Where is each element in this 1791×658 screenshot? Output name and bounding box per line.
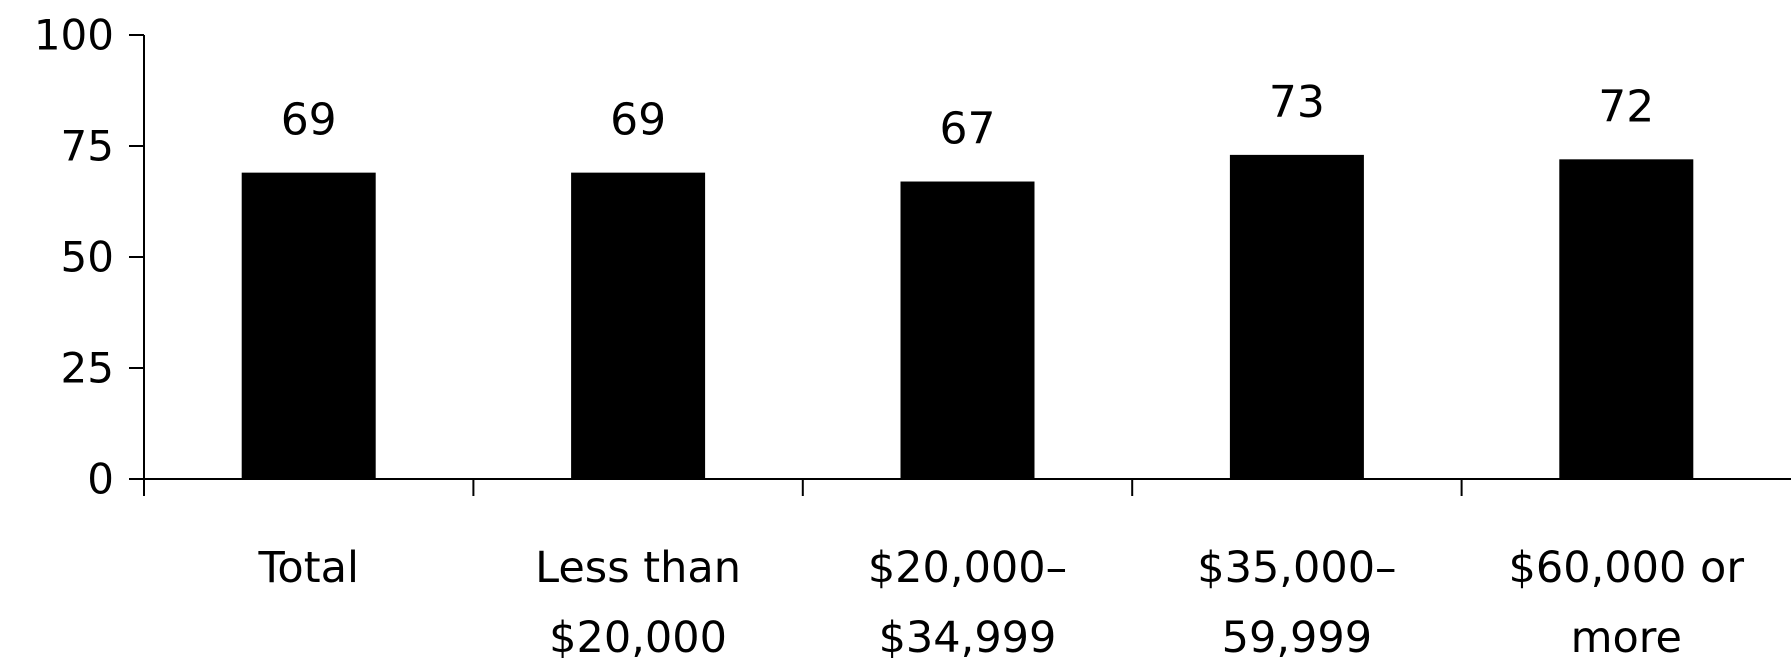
bar (900, 181, 1035, 479)
data-labels: 69 69 67 73 72 (281, 77, 1655, 155)
category-label-line: $60,000 or (1509, 543, 1745, 593)
data-label: 73 (1269, 77, 1325, 128)
category-label-line: $35,000– (1197, 543, 1396, 593)
bars (241, 154, 1694, 479)
category-label-line: more (1571, 613, 1682, 658)
y-tick-label: 75 (61, 122, 114, 171)
category-label: Total (257, 543, 358, 593)
y-tick-label: 50 (61, 233, 114, 282)
data-label: 69 (281, 95, 337, 146)
data-label: 69 (610, 95, 666, 146)
category-label: Less than $20,000 (535, 543, 741, 658)
category-label-line: $20,000– (868, 543, 1067, 593)
category-label-line: Total (257, 543, 358, 593)
bar (241, 172, 376, 479)
category-label-line: $34,999 (879, 613, 1057, 658)
bar (571, 172, 706, 479)
data-label: 72 (1598, 81, 1654, 132)
data-label: 67 (940, 104, 996, 155)
category-label: $60,000 or more (1509, 543, 1745, 658)
bar (1559, 159, 1694, 479)
bar (1229, 154, 1364, 479)
y-axis: 0 25 50 75 100 (34, 11, 145, 504)
y-tick-label: 100 (34, 11, 114, 60)
category-label-line: Less than (535, 543, 741, 593)
y-tick-label: 25 (61, 344, 114, 393)
category-label-line: $20,000 (549, 613, 727, 658)
x-axis (129, 478, 1791, 496)
category-labels: Total Less than $20,000 $20,000– $34,999 $35,… (257, 543, 1744, 658)
category-label: $35,000– 59,999 (1197, 543, 1396, 658)
category-label-line: 59,999 (1222, 613, 1372, 658)
category-label: $20,000– $34,999 (868, 543, 1067, 658)
y-tick-label: 0 (87, 455, 114, 504)
